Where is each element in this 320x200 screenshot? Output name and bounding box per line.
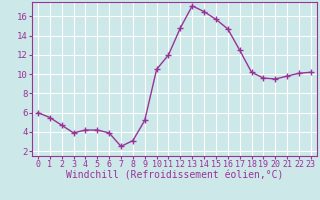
X-axis label: Windchill (Refroidissement éolien,°C): Windchill (Refroidissement éolien,°C) bbox=[66, 171, 283, 181]
